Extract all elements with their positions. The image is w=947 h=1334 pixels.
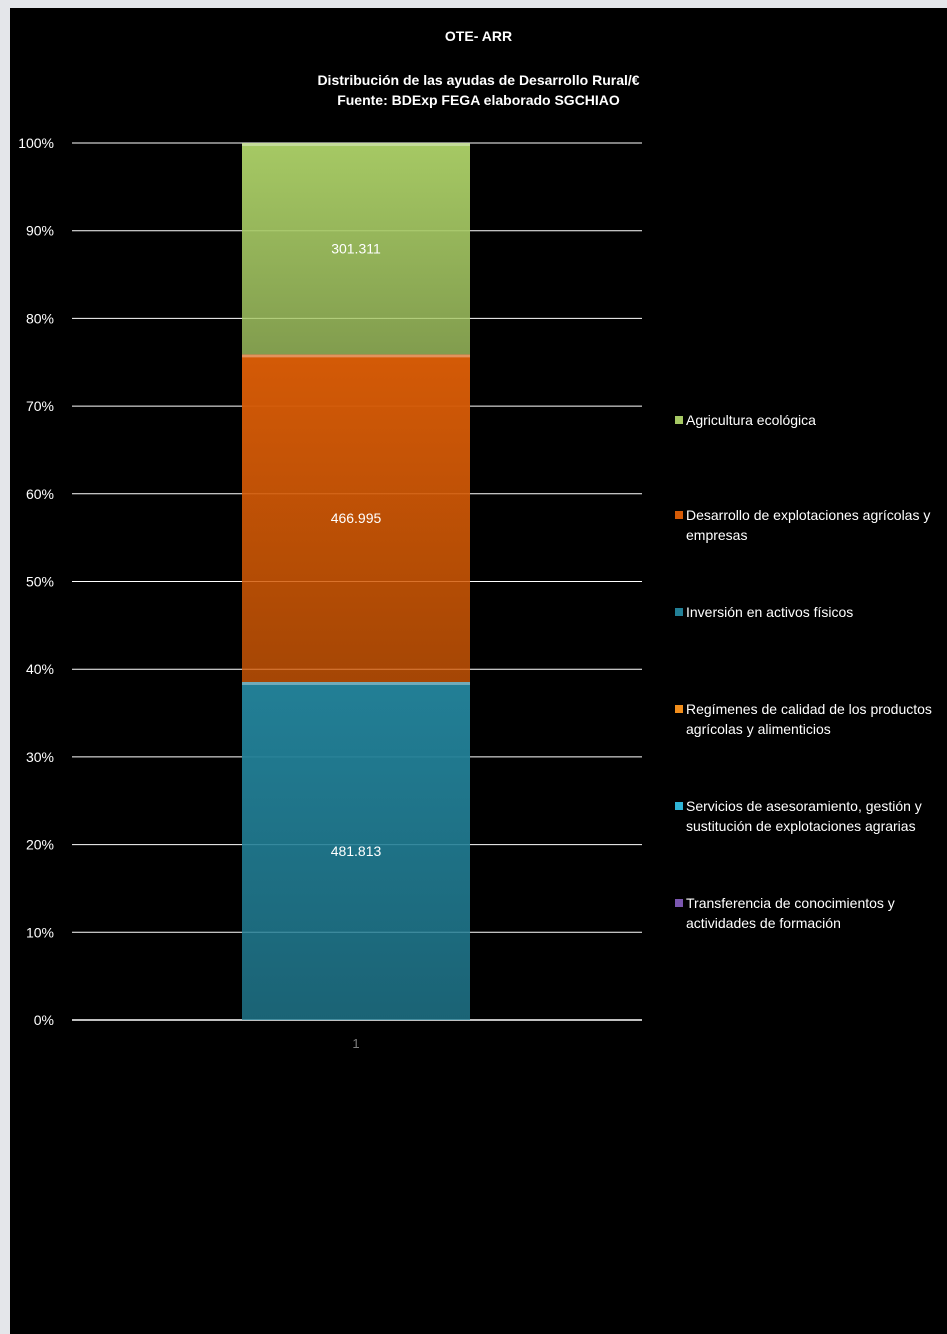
bar-segment-highlight: [242, 143, 470, 146]
bar-segment: [242, 143, 470, 355]
y-tick-label: 70%: [26, 398, 54, 414]
legend-swatch: [675, 899, 683, 907]
chart-area: OTE- ARR Distribución de las ayudas de D…: [10, 8, 947, 1334]
chart-subtitle-line-2: Fuente: BDExp FEGA elaborado SGCHIAO: [337, 92, 620, 108]
bar-segment: [242, 354, 470, 682]
legend-label: Servicios de asesoramiento, gestión y su…: [686, 798, 922, 834]
y-tick-label: 60%: [26, 486, 54, 502]
bar-segment-highlight: [242, 354, 470, 358]
bar-segment-highlight: [242, 681, 470, 685]
y-tick-label: 100%: [18, 135, 54, 151]
data-label: 301.311: [331, 241, 381, 257]
y-tick-label: 10%: [26, 924, 54, 940]
legend-swatch: [675, 511, 683, 519]
chart-subtitle-line-1: Distribución de las ayudas de Desarrollo…: [317, 72, 640, 88]
bar-segment: [242, 681, 470, 1020]
legend-label: Desarrollo de explotaciones agrícolas y …: [686, 507, 931, 543]
y-tick-label: 20%: [26, 837, 54, 853]
data-label: 466.995: [331, 510, 382, 526]
legend-swatch: [675, 608, 683, 616]
legend-label: Transferencia de conocimientos y activid…: [686, 895, 895, 931]
y-tick-label: 30%: [26, 749, 54, 765]
y-tick-label: 40%: [26, 661, 54, 677]
y-tick-label: 0%: [34, 1012, 54, 1028]
legend-swatch: [675, 705, 683, 713]
y-tick-label: 80%: [26, 310, 54, 326]
legend-label: Regímenes de calidad de los productos ag…: [686, 701, 932, 737]
y-tick-label: 50%: [26, 574, 54, 590]
y-tick-label: 90%: [26, 223, 54, 239]
legend-label: Agricultura ecológica: [686, 412, 816, 428]
stacked-bar-chart: 481.813 466.995 301.311 0% 10% 20% 30% 40% 50% 6…: [18, 135, 642, 1051]
legend-swatch: [675, 802, 683, 810]
data-label: 481.813: [331, 843, 382, 859]
chart-title: OTE- ARR: [444, 28, 513, 44]
x-tick-label: 1: [352, 1036, 359, 1051]
legend-swatch: [675, 416, 683, 424]
legend-label: Inversión en activos físicos: [686, 604, 854, 620]
